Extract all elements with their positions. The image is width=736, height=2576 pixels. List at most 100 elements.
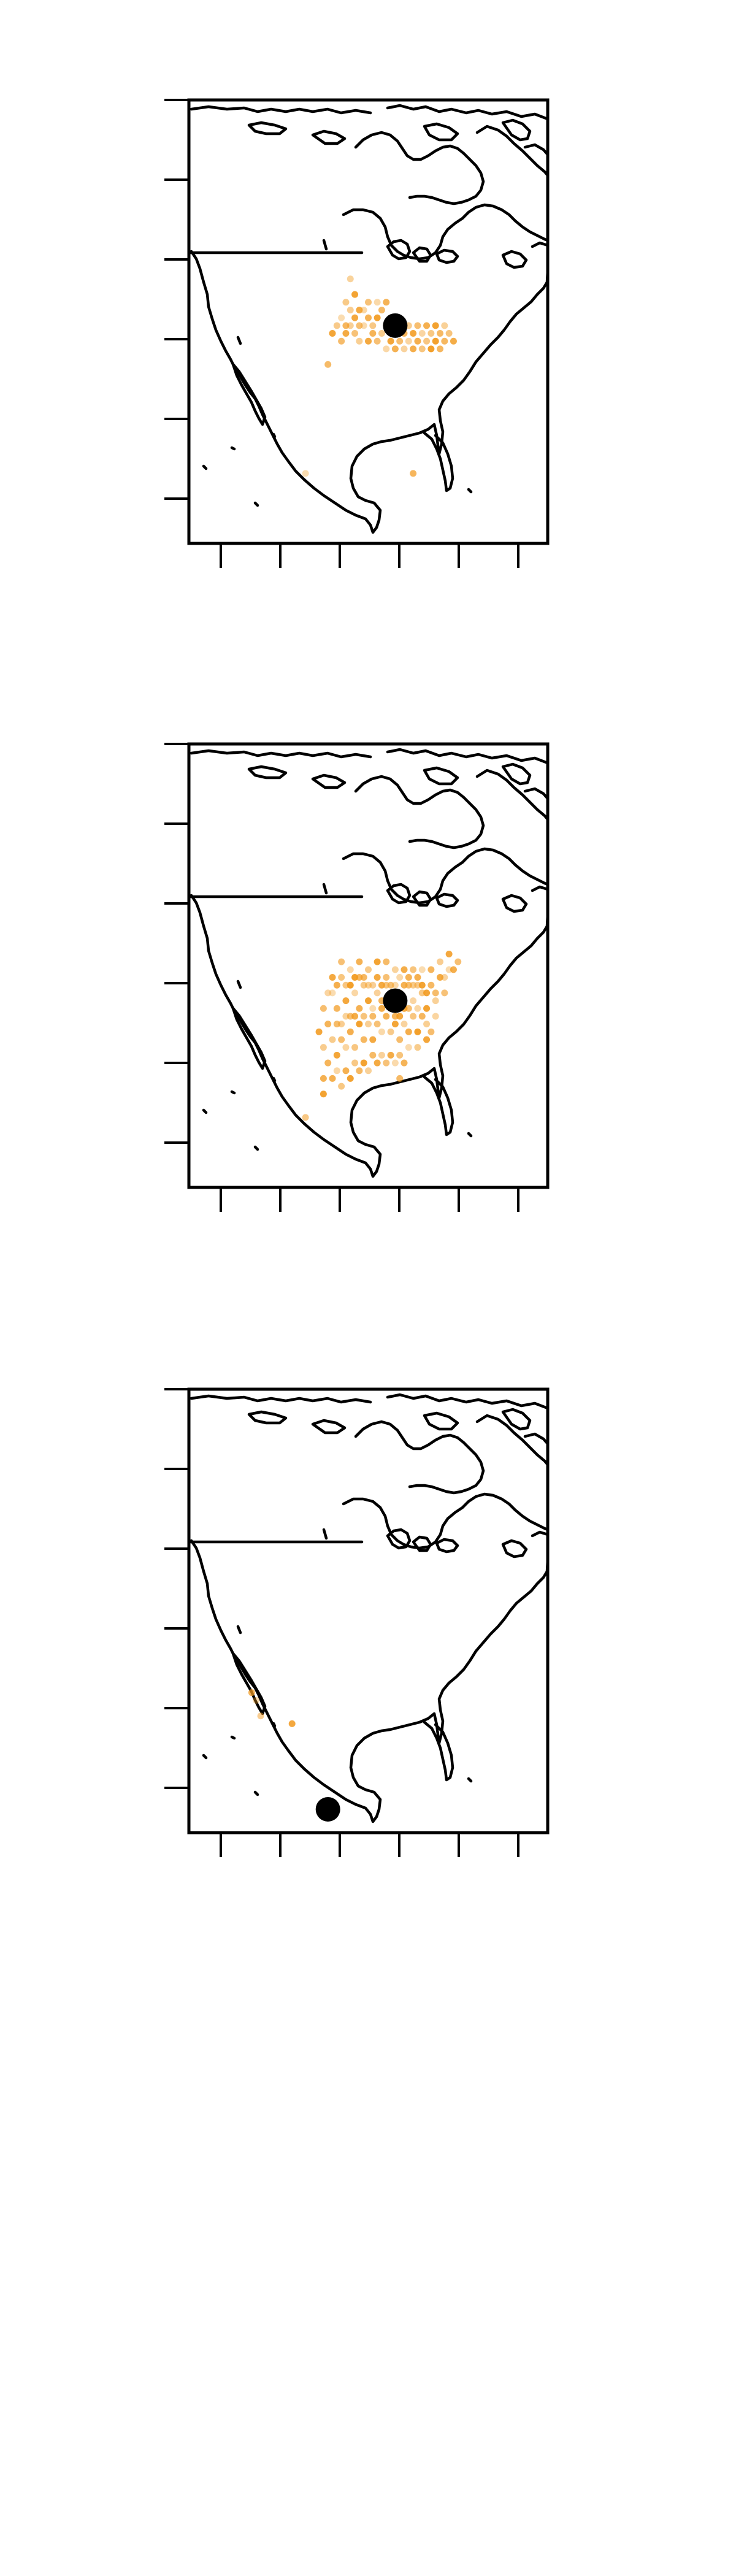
occurrence-point xyxy=(351,989,359,997)
occurrence-point xyxy=(347,966,354,973)
occurrence-point xyxy=(369,1013,377,1020)
occurrence-point xyxy=(396,974,404,981)
coastline xyxy=(202,464,208,470)
occurrence-point xyxy=(432,322,439,329)
occurrence-points xyxy=(302,950,462,1121)
occurrence-point xyxy=(365,966,372,973)
coastline xyxy=(467,1777,473,1783)
occurrence-point xyxy=(324,361,332,368)
occurrence-point xyxy=(414,337,421,345)
occurrence-point xyxy=(360,1036,367,1043)
occurrence-point xyxy=(320,1091,327,1098)
occurrence-point xyxy=(347,306,354,313)
coastline xyxy=(467,488,473,494)
occurrence-point xyxy=(391,1021,399,1028)
coastline-group xyxy=(189,1393,548,1823)
coastline xyxy=(311,129,347,145)
occurrence-point xyxy=(347,275,354,283)
coastline xyxy=(342,203,548,261)
occurrence-point xyxy=(378,330,385,337)
occurrence-point xyxy=(410,330,417,337)
centroid-marker xyxy=(383,313,408,338)
occurrence-point xyxy=(365,1067,372,1075)
occurrence-point xyxy=(320,1044,327,1051)
coastline-group xyxy=(189,104,548,534)
occurrence-point xyxy=(437,974,443,981)
coastline xyxy=(190,894,548,1178)
occurrence-point xyxy=(329,1075,336,1082)
occurrence-point xyxy=(365,997,372,1005)
coastline xyxy=(423,1411,459,1431)
occurrence-point xyxy=(315,1028,323,1035)
occurrence-point xyxy=(391,345,399,353)
coastline xyxy=(501,1539,528,1558)
occurrence-point xyxy=(365,981,372,989)
coastline xyxy=(272,1076,277,1083)
occurrence-point xyxy=(405,1028,412,1035)
occurrence-point xyxy=(396,1075,404,1082)
map-panel-1 xyxy=(159,74,595,570)
occurrence-point xyxy=(391,1059,399,1067)
coastline xyxy=(523,1432,548,1446)
occurrence-points xyxy=(302,275,457,477)
occurrence-point xyxy=(410,345,417,353)
coastline xyxy=(531,885,548,892)
coastline xyxy=(354,131,485,205)
occurrence-point xyxy=(437,330,443,337)
occurrence-point xyxy=(383,958,390,965)
coastline xyxy=(236,979,242,989)
occurrence-point xyxy=(427,1028,435,1035)
coastline xyxy=(501,118,532,142)
coastline xyxy=(435,248,459,264)
occurrence-point xyxy=(320,1005,327,1012)
occurrence-point xyxy=(445,330,453,337)
occurrence-point xyxy=(401,1059,408,1067)
occurrence-point xyxy=(360,322,367,329)
coastline xyxy=(475,125,548,177)
coastline xyxy=(236,1625,242,1635)
occurrence-point xyxy=(257,1712,264,1720)
occurrence-point xyxy=(347,322,354,329)
occurrence-point xyxy=(378,1005,385,1012)
occurrence-point xyxy=(365,337,372,345)
coastline xyxy=(412,890,432,907)
coastline xyxy=(272,1722,277,1728)
occurrence-point xyxy=(347,1028,354,1035)
coastline xyxy=(386,1393,548,1410)
occurrence-point xyxy=(441,989,448,997)
occurrence-point xyxy=(423,1036,431,1043)
occurrence-point xyxy=(351,1013,359,1020)
coastline xyxy=(423,1075,454,1137)
occurrence-point xyxy=(369,1036,377,1043)
coastline xyxy=(412,246,432,263)
occurrence-point xyxy=(374,1021,381,1028)
occurrence-point xyxy=(342,1044,350,1051)
coastline xyxy=(501,894,528,913)
occurrence-point xyxy=(445,950,453,957)
occurrence-point xyxy=(342,1067,350,1075)
occurrence-point xyxy=(347,1075,354,1082)
occurrence-point xyxy=(374,337,381,345)
map-panel-2 xyxy=(159,718,595,1214)
occurrence-point xyxy=(414,1044,421,1051)
occurrence-point xyxy=(329,989,336,997)
occurrence-point xyxy=(396,337,404,345)
coastline xyxy=(236,335,242,345)
occurrence-point xyxy=(356,1021,363,1028)
occurrence-point xyxy=(338,1036,345,1043)
occurrence-point xyxy=(418,1013,426,1020)
occurrence-point xyxy=(383,974,390,981)
occurrence-point xyxy=(360,981,367,989)
occurrence-point xyxy=(365,314,372,321)
occurrence-point xyxy=(396,1036,404,1043)
occurrence-point xyxy=(423,337,431,345)
occurrence-point xyxy=(369,981,377,989)
occurrence-point xyxy=(369,322,377,329)
occurrence-point xyxy=(374,299,381,306)
coastline xyxy=(475,1414,548,1466)
coastline xyxy=(322,239,328,251)
occurrence-point xyxy=(423,1021,431,1028)
occurrence-point xyxy=(414,1005,421,1012)
occurrence-point xyxy=(405,337,412,345)
occurrence-point xyxy=(356,958,363,965)
